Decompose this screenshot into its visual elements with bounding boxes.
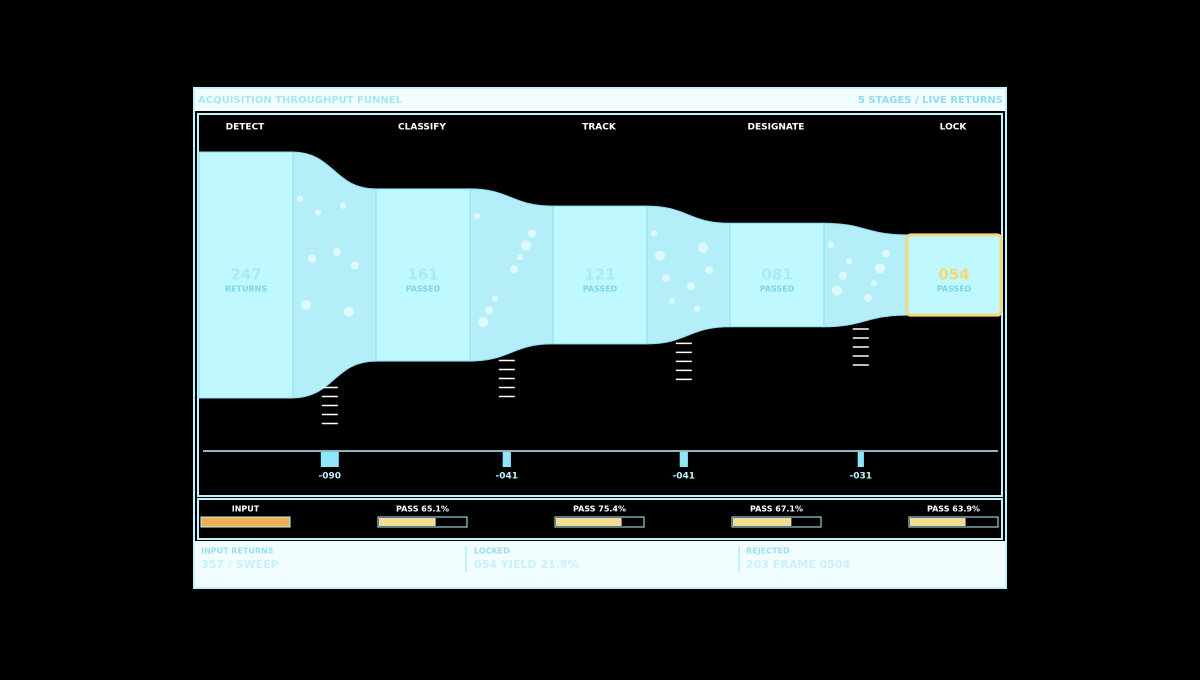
stage-label: LOCK	[940, 123, 968, 133]
footer-value: 357 / SWEEP	[201, 558, 279, 571]
footer-label: REJECTED	[746, 547, 790, 556]
stage-value: 054	[938, 266, 969, 284]
particle	[528, 229, 536, 238]
stage-label: DESIGNATE	[748, 123, 805, 133]
footer-label: LOCKED	[474, 547, 510, 556]
funnel-stage	[729, 222, 825, 328]
pass-bar	[379, 518, 436, 526]
particle	[333, 247, 341, 256]
particle	[864, 293, 872, 302]
particle	[828, 241, 834, 248]
footer-bar	[195, 541, 1005, 587]
stage-unit: PASSED	[406, 285, 441, 294]
drop-bar	[502, 452, 511, 467]
drop-bar	[857, 452, 864, 467]
drop-bar	[320, 452, 339, 467]
funnel-stage	[198, 151, 294, 399]
particle	[485, 306, 493, 315]
stage-value: 081	[761, 266, 792, 284]
funnel-transition	[822, 222, 908, 328]
input-label: INPUT	[232, 505, 260, 514]
particle	[882, 249, 890, 258]
drop-label: -041	[673, 472, 696, 482]
stage-label: DETECT	[226, 123, 266, 133]
particle	[669, 297, 675, 304]
footer-value: 054 YIELD 21.9%	[474, 558, 579, 571]
stage-value: 161	[407, 266, 438, 284]
drop-label: -041	[496, 472, 519, 482]
drop-bar	[679, 452, 688, 467]
funnel-transition	[645, 205, 731, 345]
pass-bar	[910, 518, 966, 526]
drop-label: -031	[850, 472, 873, 482]
stage-value: 121	[584, 266, 615, 284]
stage-unit: PASSED	[937, 285, 972, 294]
particle	[651, 230, 657, 237]
stage-label: CLASSIFY	[398, 123, 446, 133]
drop-label: -090	[319, 472, 342, 482]
particle	[517, 254, 523, 261]
pass-label: PASS 63.9%	[927, 505, 980, 514]
chart-title: ACQUISITION THROUGHPUT FUNNEL	[198, 95, 403, 106]
pass-label: PASS 75.4%	[573, 505, 626, 514]
particle	[297, 195, 303, 202]
funnel-stage	[552, 205, 648, 345]
funnel-stage	[905, 233, 1003, 317]
particle	[698, 242, 708, 253]
particle	[832, 285, 842, 296]
particle	[492, 295, 498, 302]
particle	[510, 265, 518, 274]
particle	[478, 317, 488, 328]
particle	[351, 261, 359, 270]
funnel-transition	[468, 188, 554, 362]
stage-unit: PASSED	[583, 285, 618, 294]
funnel-stage	[375, 188, 471, 362]
particle	[301, 299, 311, 310]
pass-label: PASS 67.1%	[750, 505, 803, 514]
footer-value: 203 FRAME 0504	[746, 558, 851, 571]
particle	[344, 306, 354, 317]
particle	[474, 213, 480, 220]
pass-bar	[556, 518, 622, 526]
particle	[662, 274, 670, 283]
particle	[839, 271, 847, 280]
particle	[705, 266, 713, 275]
particle	[308, 254, 316, 263]
stage-unit: PASSED	[760, 285, 795, 294]
particle	[687, 282, 695, 291]
particle	[521, 240, 531, 251]
particle	[694, 305, 700, 312]
funnel-transition	[291, 151, 377, 399]
stage-label: TRACK	[582, 123, 617, 133]
footer-label: INPUT RETURNS	[201, 547, 274, 556]
header-bar	[195, 89, 1005, 111]
particle	[315, 209, 321, 216]
particle	[655, 250, 665, 261]
input-bar	[200, 516, 291, 528]
stage-value: 247	[230, 266, 261, 284]
chart-subtitle: 5 STAGES / LIVE RETURNS	[858, 95, 1003, 106]
pass-bar	[733, 518, 792, 526]
particle	[846, 258, 852, 265]
particle	[875, 263, 885, 274]
particle	[871, 280, 877, 287]
stage-unit: RETURNS	[225, 285, 267, 294]
pass-label: PASS 65.1%	[396, 505, 449, 514]
particle	[340, 202, 346, 209]
